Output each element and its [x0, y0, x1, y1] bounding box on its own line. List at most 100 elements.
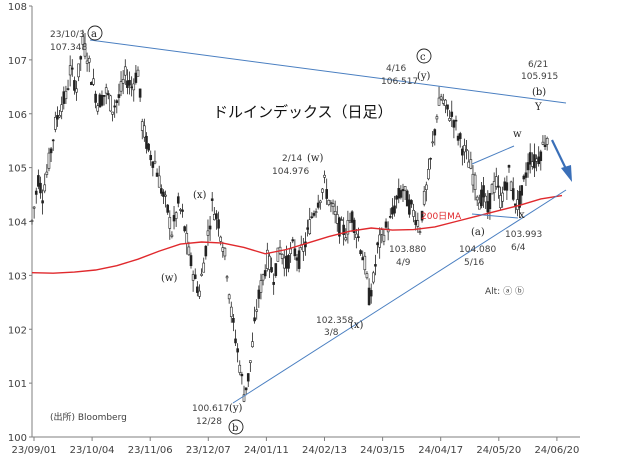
- candle-body: [372, 272, 375, 283]
- candle-body: [482, 185, 485, 198]
- candle-body: [289, 248, 292, 255]
- candle-body: [342, 224, 345, 235]
- candle-body: [380, 229, 384, 235]
- candle-body: [246, 373, 250, 382]
- candle-body: [157, 175, 161, 188]
- candle-body: [511, 188, 515, 200]
- candle-body: [87, 57, 91, 63]
- x-tick-labels: 23/09/01 23/10/04 23/11/06 23/12/07 24/01/11…: [12, 437, 579, 456]
- candle-body: [94, 93, 97, 103]
- candle-body: [121, 79, 125, 84]
- candle-body: [282, 257, 286, 269]
- candle-body: [132, 83, 136, 91]
- candle-body: [486, 201, 490, 213]
- candle-body: [365, 273, 369, 279]
- candle-body: [335, 214, 339, 224]
- svg-text:a: a: [91, 29, 97, 40]
- candle-body: [287, 255, 290, 269]
- candle-body: [166, 204, 169, 213]
- x-tick-label: 23/12/07: [186, 445, 231, 456]
- candle-body: [238, 364, 242, 373]
- candle-body: [395, 195, 398, 200]
- candle-body: [478, 202, 481, 210]
- candle-body: [425, 184, 428, 190]
- candle-body: [109, 95, 112, 112]
- candle-body: [90, 81, 93, 86]
- candle-body: [100, 94, 104, 106]
- annotation-may16-value: 104.080: [459, 245, 496, 255]
- candle-body: [215, 213, 218, 219]
- svg-text:c: c: [420, 52, 426, 63]
- candle-body: [490, 184, 494, 195]
- candle-body: [32, 206, 36, 209]
- candle-body: [73, 80, 76, 91]
- candle-body: [179, 209, 182, 211]
- candle-body: [200, 273, 203, 276]
- candle-body: [206, 230, 210, 236]
- candle-body: [391, 207, 394, 215]
- candle-body: [405, 190, 409, 207]
- candle-body: [123, 66, 127, 76]
- candle-body: [346, 220, 350, 235]
- candle-body: [291, 239, 295, 242]
- wave-circ-c: c: [416, 48, 432, 64]
- candle-body: [422, 190, 426, 205]
- candle-body: [270, 267, 273, 273]
- candle-body: [181, 209, 184, 212]
- candle-body: [465, 149, 468, 151]
- candle-body: [535, 158, 538, 162]
- candle-body: [172, 215, 176, 222]
- candle-body: [441, 99, 445, 104]
- candle-body: [361, 257, 365, 261]
- candle-body: [357, 236, 360, 238]
- candle-body: [399, 190, 403, 198]
- candle-body: [104, 87, 108, 94]
- candle-body: [191, 274, 195, 281]
- candle-body: [145, 135, 148, 149]
- candle-body: [312, 213, 316, 216]
- annotation-apr-value: 106.517: [381, 77, 418, 87]
- y-tick-label: 102: [8, 325, 27, 336]
- candle-body: [227, 294, 231, 300]
- candle-body: [463, 145, 466, 153]
- candle-body: [276, 247, 280, 262]
- wave-w1: (w): [161, 273, 177, 284]
- candle-body: [431, 141, 434, 144]
- candle-body: [435, 116, 439, 120]
- candle-body: [111, 111, 114, 115]
- candle-body: [174, 212, 178, 219]
- candle-body: [280, 254, 284, 259]
- candle-body: [225, 276, 229, 279]
- candle-body: [501, 192, 504, 202]
- candle-body: [189, 255, 193, 267]
- candle-body: [259, 280, 263, 293]
- candle-body: [263, 270, 267, 277]
- candle-body: [507, 165, 511, 168]
- candle-body: [543, 144, 547, 148]
- candle-body: [98, 94, 102, 108]
- candle-body: [448, 118, 451, 121]
- candle-body: [170, 234, 174, 237]
- candle-body: [117, 94, 121, 98]
- annotation-apr9-value: 103.880: [389, 245, 426, 255]
- x-tick-label: 23/10/04: [70, 445, 115, 456]
- annotation-may16-date: 5/16: [464, 258, 484, 268]
- candle-body: [319, 200, 322, 203]
- chart-title: ドルインデックス（日足）: [213, 103, 393, 121]
- annotation-feb-value: 104.976: [272, 167, 309, 177]
- candle-body: [147, 143, 150, 151]
- candle-body: [533, 154, 536, 169]
- candle-body: [454, 119, 458, 122]
- candle-body: [232, 317, 235, 323]
- candle-body: [234, 338, 237, 344]
- candle-body: [539, 151, 543, 162]
- candle-body: [537, 156, 540, 165]
- candle-body: [272, 281, 275, 285]
- candle-body: [467, 161, 471, 168]
- candle-body: [338, 217, 341, 237]
- candle-body: [325, 189, 328, 199]
- candle-body: [497, 185, 500, 188]
- y-tick-label: 106: [8, 110, 27, 121]
- annotation-a-peak-value: 107.348: [50, 43, 87, 53]
